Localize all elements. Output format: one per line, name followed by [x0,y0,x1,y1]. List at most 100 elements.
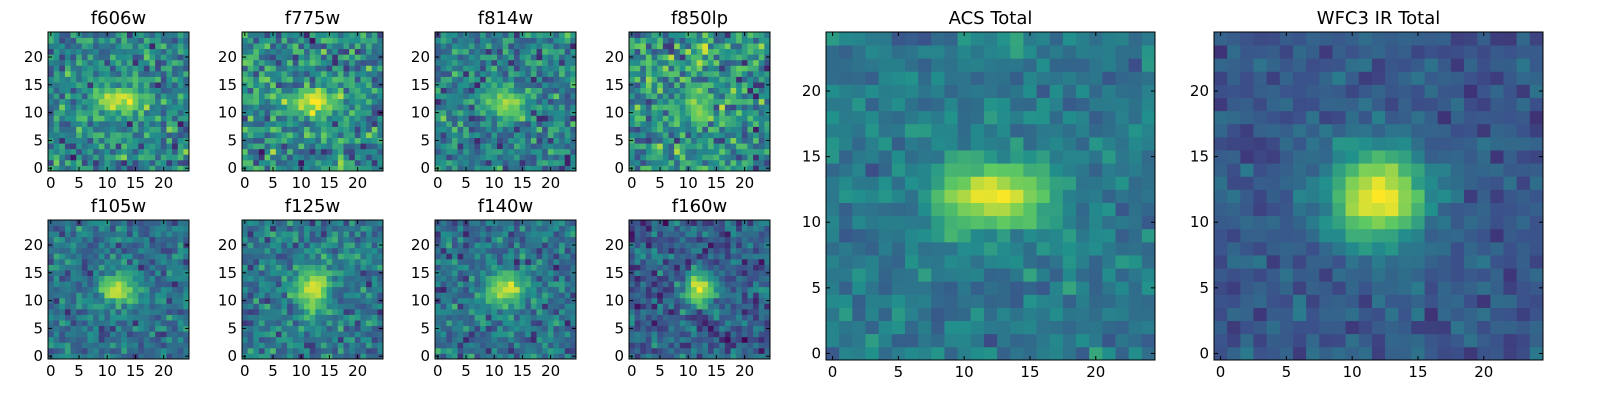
heatmap-cell [332,59,339,66]
heatmap-cell [121,336,128,343]
heatmap-cell [166,297,173,304]
heatmap-cell [343,281,350,288]
heatmap-cell [371,109,378,116]
heatmap-cell [474,253,481,260]
heatmap-cell [547,76,554,83]
heatmap-cell [640,303,647,310]
heatmap-cell [451,148,458,155]
heatmap-cell [679,120,686,127]
heatmap-cell [702,65,709,72]
heatmap-cell [679,353,686,360]
heatmap-cell [160,115,167,122]
heatmap-cell [258,353,265,360]
heatmap-cell [457,220,464,226]
heatmap-cell [343,242,350,249]
heatmap-cell [110,331,117,338]
heatmap-cell [349,275,356,282]
heatmap-cell [59,253,66,260]
heatmap-cell [446,32,453,38]
heatmap-cell [320,247,327,254]
heatmap-cell [53,70,60,77]
heatmap-cell [155,76,162,83]
heatmap-cell [553,76,560,83]
heatmap-cell [485,76,492,83]
heatmap-cell [138,132,145,139]
x-tick-label: 10 [485,174,504,192]
heatmap-cell [691,65,698,72]
heatmap-cell [349,247,356,254]
heatmap-cell [53,115,60,122]
heatmap-cell [64,59,71,66]
heatmap-cell [713,331,720,338]
heatmap-cell [446,159,453,166]
heatmap-cell [177,120,184,127]
heatmap-cell [320,242,327,249]
heatmap-cell [525,320,532,327]
heatmap-cell [275,247,282,254]
heatmap-cell [519,115,526,122]
heatmap-cell [497,109,504,116]
heatmap-cell [87,32,94,38]
heatmap-cell [138,314,145,321]
heatmap-cell [138,264,145,271]
heatmap-cell [354,314,361,321]
heatmap-cell [332,126,339,133]
heatmap-cell [81,347,88,354]
heatmap-cell [559,281,566,288]
heatmap-cell [502,65,509,72]
heatmap-cell [287,126,294,133]
heatmap-cell [349,137,356,144]
heatmap-cell [132,120,139,127]
heatmap-cell [143,225,150,232]
heatmap-cell [337,109,344,116]
heatmap-cell [183,148,190,155]
heatmap-cell [685,93,692,100]
heatmap-cell [281,70,288,77]
heatmap-cell [691,32,698,38]
heatmap-cell [155,87,162,94]
heatmap-cell [724,320,731,327]
heatmap-cell [463,98,470,105]
heatmap-cell [457,32,464,38]
heatmap-cell [155,275,162,282]
heatmap-cell [640,65,647,72]
heatmap-cell [758,314,765,321]
heatmap-cell [485,159,492,166]
heatmap-cell [343,353,350,360]
heatmap-cell [679,70,686,77]
heatmap-cell [287,264,294,271]
heatmap-cell [98,115,105,122]
heatmap-cell [508,236,515,243]
heatmap-cell [564,32,571,38]
heatmap-cell [713,270,720,276]
heatmap-cell [547,104,554,111]
heatmap-cell [497,120,504,127]
heatmap-cell [64,76,71,83]
heatmap-cell [275,59,282,66]
heatmap-cell [457,286,464,293]
heatmap-cell [536,154,543,161]
heatmap-cell [177,353,184,360]
heatmap-cell [115,308,122,315]
heatmap-cell [536,54,543,61]
heatmap-cell [645,353,652,360]
heatmap-cell [668,54,675,61]
heatmap-cell [634,37,641,44]
heatmap-cell [474,137,481,144]
heatmap-cell [371,264,378,271]
heatmap-cell [691,165,698,172]
heatmap-cell [691,286,698,293]
heatmap-cell [668,159,675,166]
heatmap-cell [679,48,686,55]
heatmap-cell [691,303,698,310]
heatmap-cell [674,48,681,55]
heatmap-cell [160,320,167,327]
heatmap-cell [530,303,537,310]
heatmap-cell [553,314,560,321]
heatmap-cell [513,82,520,88]
heatmap-cell [258,82,265,88]
heatmap-cell [320,303,327,310]
heatmap-cell [166,242,173,249]
heatmap-cell [451,70,458,77]
heatmap-cell [155,308,162,315]
